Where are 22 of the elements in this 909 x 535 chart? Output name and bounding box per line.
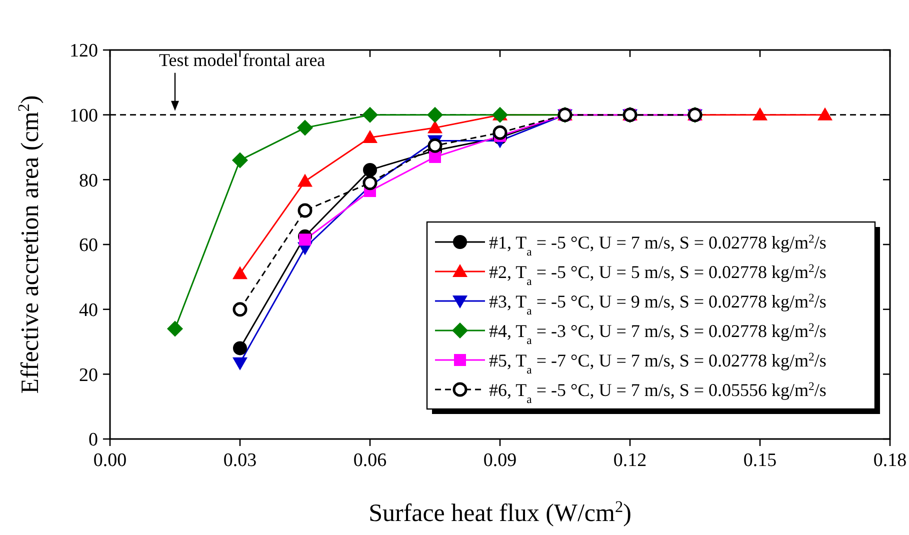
legend-label: #1, T$_{a}$ = -5 °C, U = 7 m/s, S = 0.02778 kg/m$^{2}$/s [489, 232, 826, 258]
annotation: Test model frontal area [159, 50, 326, 70]
y-tick-label: 40 [79, 300, 98, 321]
legend-label: #6, T$_{a}$ = -5 °C, U = 7 m/s, S = 0.05556 kg/m$^{2}$/s [489, 379, 826, 406]
y-tick-label: 20 [79, 364, 98, 386]
x-tick-label: 0.15 [743, 450, 777, 471]
y-tick-label: 60 [79, 235, 98, 256]
y-tick-label: 80 [79, 170, 98, 192]
legend-label: #5, T$_{a}$ = -7 °C, U = 7 m/s, S = 0.02778 kg/m$^{2}$/s [489, 350, 826, 376]
y-tick-label: 120 [70, 40, 98, 62]
x-axis-title: Surface heat flux (W/cm$^{2}$) [368, 498, 632, 527]
x-tick-label: 0.09 [483, 450, 517, 471]
y-tick-label: 0 [88, 430, 98, 451]
x-tick-label: 0.03 [223, 450, 257, 471]
y-tick-label: 100 [70, 105, 98, 126]
legend-label: #2, T$_{a}$ = -5 °C, U = 5 m/s, S = 0.02778 kg/m$^{2}$/s [489, 261, 826, 288]
x-tick-label: 0.18 [873, 450, 907, 471]
x-tick-label: 0.00 [93, 450, 127, 471]
x-tick-label: 0.12 [613, 450, 647, 471]
legend-label: #4, T$_{a}$ = -3 °C, U = 7 m/s, S = 0.02778 kg/m$^{2}$/s [489, 320, 826, 346]
x-tick-label: 0.06 [353, 450, 387, 471]
legend-label: #3, T$_{a}$ = -5 °C, U = 9 m/s, S = 0.02778 kg/m$^{2}$/s [489, 290, 826, 317]
